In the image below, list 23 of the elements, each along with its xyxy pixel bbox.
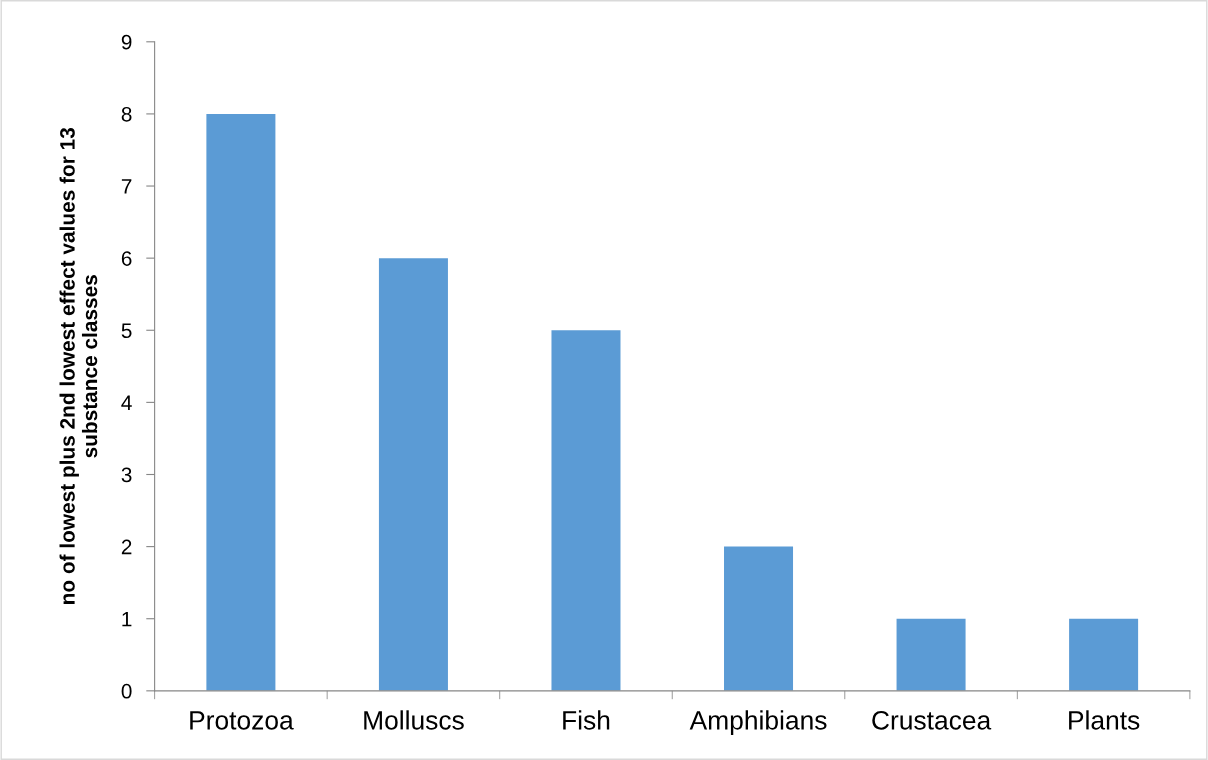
y-tick-label: 5: [121, 323, 132, 339]
bar: [1069, 618, 1139, 691]
x-tick-label: Molluscs: [364, 710, 464, 730]
bar: [206, 113, 276, 691]
bar: [378, 258, 448, 691]
y-tick-label: 0: [121, 683, 132, 699]
x-tick-label: Amphibians: [689, 710, 827, 735]
bar: [724, 546, 794, 691]
x-tick-label: Plants: [1069, 710, 1140, 730]
y-tick-label: 1: [122, 611, 132, 627]
y-axis-title: no of lowest plus 2nd lowest effect values for 13 substance classes: [59, 128, 98, 604]
bar: [896, 618, 966, 691]
bar: [551, 330, 621, 691]
y-tick-label: 4: [121, 395, 132, 410]
y-tick-label: 7: [121, 179, 132, 194]
x-tick-label: Fish: [563, 710, 610, 730]
y-tick-label: 8: [121, 106, 132, 122]
y-tick-label: 9: [121, 34, 132, 50]
x-tick-label: Crustacea: [872, 710, 992, 730]
y-tick-label: 3: [121, 467, 132, 483]
y-tick-label: 6: [121, 251, 132, 266]
y-tick-label: 2: [121, 539, 132, 555]
x-tick-label: Protozoa: [190, 711, 294, 730]
